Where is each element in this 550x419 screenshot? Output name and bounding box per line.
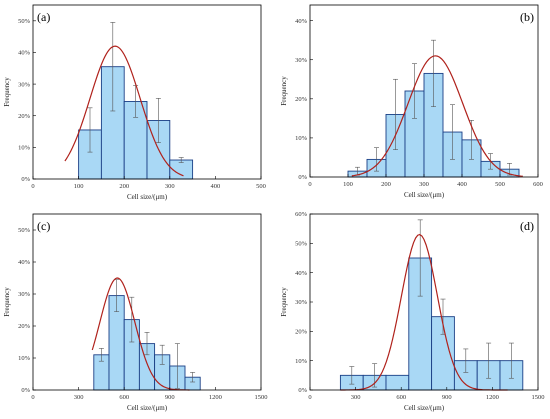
panel-b: 0 100 200 300 400 500 600 0% 10% 20% 30% 40% Cell si… bbox=[280, 4, 543, 199]
panel-c: 0 300 600 900 1200 1500 0% 10% 20% 30% 40% 50% Cell … bbox=[3, 213, 268, 412]
error-bar bbox=[110, 22, 116, 112]
y-tick-label: 40% bbox=[18, 50, 31, 57]
panel-label: (c) bbox=[37, 219, 50, 233]
error-bar bbox=[412, 63, 417, 119]
error-bar bbox=[87, 107, 93, 153]
plot-frame bbox=[32, 213, 262, 391]
y-tick-label: 10% bbox=[18, 145, 31, 152]
y-tick-label: 10% bbox=[18, 355, 31, 362]
gaussian-fit-curve bbox=[351, 55, 523, 177]
x-tick-label: 400 bbox=[211, 183, 221, 190]
y-tick-label: 50% bbox=[18, 227, 31, 234]
error-bar bbox=[349, 366, 355, 385]
gaussian-fit-curve bbox=[91, 277, 190, 391]
panel-label: (d) bbox=[520, 219, 534, 233]
panel-d: 0 300 600 900 1200 1500 0% 10% 20% 30% 40% 50% 60% Ce… bbox=[280, 211, 545, 412]
y-tick-label: 40% bbox=[295, 270, 308, 277]
x-tick-label: 500 bbox=[495, 181, 505, 188]
error-bar bbox=[144, 332, 150, 356]
x-tick-label: 600 bbox=[396, 394, 406, 401]
y-tick-label: 10% bbox=[295, 135, 308, 142]
y-tick-label: 20% bbox=[18, 113, 31, 120]
y-tick-label: 30% bbox=[295, 57, 308, 64]
x-tick-label: 900 bbox=[442, 394, 452, 401]
x-axis-label: Cell size/(μm) bbox=[404, 404, 445, 412]
panel-a: 0 100 200 300 400 500 0% 10% 20% 30% 40% 50% Cell si… bbox=[3, 4, 266, 201]
x-tick-label: 200 bbox=[381, 181, 391, 188]
y-tick-label: 20% bbox=[295, 329, 308, 336]
y-tick-label: 0% bbox=[298, 174, 307, 181]
error-bar bbox=[374, 147, 379, 172]
panel-label: (b) bbox=[520, 10, 534, 24]
x-tick-label: 600 bbox=[533, 181, 543, 188]
x-axis-label: Cell size/(μm) bbox=[404, 191, 445, 199]
x-tick-label: 600 bbox=[119, 394, 129, 401]
error-bar bbox=[129, 296, 135, 343]
plot-frame bbox=[32, 4, 262, 180]
x-tick-label: 0 bbox=[31, 183, 34, 190]
x-tick-label: 500 bbox=[256, 183, 266, 190]
y-tick-label: 0% bbox=[21, 387, 30, 394]
error-bar bbox=[450, 104, 455, 160]
error-bar bbox=[190, 372, 196, 383]
y-tick-label: 50% bbox=[295, 241, 308, 248]
y-tick-label: 20% bbox=[18, 323, 31, 330]
x-tick-label: 300 bbox=[419, 181, 429, 188]
gaussian-fit-curve bbox=[64, 45, 184, 177]
x-tick-label: 1200 bbox=[486, 394, 499, 401]
y-tick-label: 10% bbox=[295, 358, 308, 365]
x-tick-label: 300 bbox=[351, 394, 361, 401]
y-tick-label: 0% bbox=[21, 176, 30, 183]
error-bar bbox=[417, 219, 423, 297]
x-tick-label: 200 bbox=[119, 183, 129, 190]
x-tick-label: 300 bbox=[165, 183, 175, 190]
y-tick-label: 30% bbox=[295, 299, 308, 306]
error-bar bbox=[463, 348, 469, 373]
y-tick-label: 40% bbox=[295, 18, 308, 25]
y-axis-label: Frequency bbox=[3, 287, 11, 317]
error-bar bbox=[431, 39, 436, 107]
panel-label: (a) bbox=[37, 10, 50, 24]
x-axis-label: Cell size/(μm) bbox=[127, 404, 168, 412]
x-axis-label: Cell size/(μm) bbox=[127, 193, 168, 201]
x-tick-label: 900 bbox=[165, 394, 175, 401]
error-bar bbox=[159, 344, 165, 365]
y-tick-label: 20% bbox=[295, 96, 308, 103]
y-tick-label: 0% bbox=[298, 387, 307, 394]
x-tick-label: 1500 bbox=[532, 394, 545, 401]
error-bar bbox=[174, 343, 180, 389]
x-tick-label: 1500 bbox=[255, 394, 268, 401]
x-tick-label: 1200 bbox=[209, 394, 222, 401]
error-bar bbox=[486, 342, 492, 379]
histogram-bar bbox=[385, 374, 410, 391]
error-bar bbox=[178, 157, 184, 163]
y-tick-label: 50% bbox=[18, 18, 31, 25]
y-axis-label: Frequency bbox=[280, 287, 288, 317]
y-tick-label: 60% bbox=[295, 211, 308, 218]
error-bar bbox=[508, 342, 514, 379]
y-tick-label: 30% bbox=[18, 291, 31, 298]
x-tick-label: 400 bbox=[457, 181, 467, 188]
x-tick-label: 300 bbox=[74, 394, 84, 401]
y-axis-label: Frequency bbox=[280, 76, 288, 106]
x-tick-label: 0 bbox=[308, 394, 311, 401]
error-bar bbox=[507, 163, 512, 176]
y-tick-label: 30% bbox=[18, 81, 31, 88]
error-bar bbox=[98, 348, 104, 362]
x-tick-label: 100 bbox=[74, 183, 84, 190]
error-bar bbox=[393, 78, 398, 150]
x-tick-label: 0 bbox=[31, 394, 34, 401]
error-bar bbox=[155, 98, 161, 143]
x-tick-label: 100 bbox=[343, 181, 353, 188]
y-tick-label: 40% bbox=[18, 259, 31, 266]
x-tick-label: 0 bbox=[308, 181, 311, 188]
y-axis-label: Frequency bbox=[3, 77, 11, 107]
gaussian-fit-curve bbox=[340, 233, 508, 391]
